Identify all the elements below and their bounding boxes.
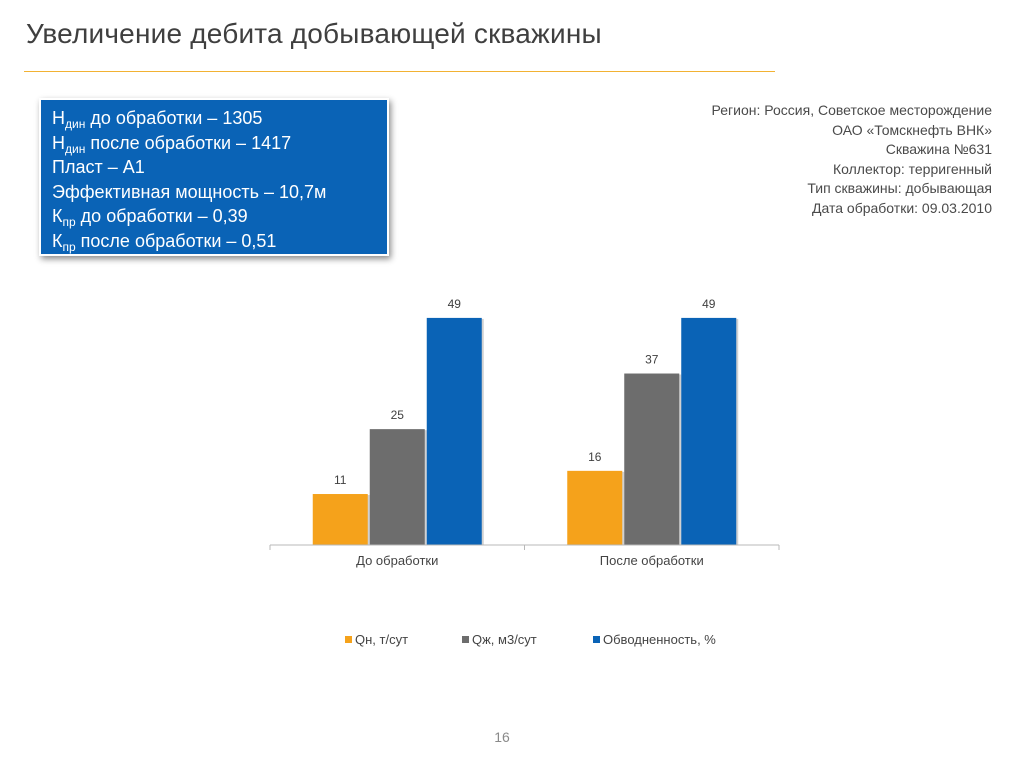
bar-1-3	[426, 317, 482, 545]
meta-collector: Коллектор: терригенный	[832, 160, 992, 177]
info-line-hdyn-after: Ндин после обработки – 1417	[52, 132, 292, 156]
well-parameters-box: Ндин до обработки – 1305 Ндин после обра…	[39, 98, 389, 256]
info-line-kpr-before: Кпр до обработки – 0,39	[52, 206, 248, 229]
meta-company: ОАО «Томскнефть ВНК»	[832, 121, 992, 138]
legend-swatch	[593, 636, 600, 643]
bar-2-2	[624, 373, 680, 545]
legend-label: Qн, т/сут	[355, 632, 409, 647]
info-line-hdyn-before: Ндин до обработки – 1305	[52, 108, 263, 131]
page-number: 16	[494, 729, 510, 745]
bar-1-2	[369, 429, 425, 545]
legend-label: Qж, м3/сут	[472, 632, 537, 647]
slide-title: Увеличение дебита добывающей скважины	[26, 18, 602, 49]
meta-date: Дата обработки: 09.03.2010	[812, 199, 992, 216]
info-line-effective-thickness: Эффективная мощность – 10,7м	[52, 181, 327, 202]
data-label: 37	[645, 353, 659, 367]
data-label: 49	[702, 297, 716, 311]
meta-well: Скважина №631	[885, 141, 992, 157]
legend-label: Обводненность, %	[603, 632, 716, 647]
info-line-kpr-after: Кпр после обработки – 0,51	[52, 230, 277, 254]
data-label: 11	[334, 473, 347, 487]
legend-swatch	[345, 636, 352, 643]
data-label: 49	[448, 297, 462, 311]
chart-bars	[312, 317, 739, 545]
legend-item: Обводненность, %	[593, 632, 716, 647]
meta-well-type: Тип скважины: добывающая	[807, 180, 992, 196]
x-tick-label: После обработки	[600, 553, 704, 568]
bar-2-1	[567, 470, 623, 545]
legend-item: Qж, м3/сут	[462, 632, 537, 647]
data-label: 16	[588, 450, 602, 464]
bar-chart: 11 25 49 До обработки 16 37 49 После обработки	[269, 297, 780, 568]
data-label: 25	[391, 408, 405, 422]
x-tick-label: До обработки	[356, 553, 438, 568]
legend-item: Qн, т/сут	[345, 632, 408, 647]
x-axis-ticks	[269, 545, 780, 550]
info-line-layer: Пласт – А1	[52, 157, 145, 177]
well-metadata: Регион: Россия, Советское месторождение …	[712, 101, 992, 218]
bar-1-1	[312, 494, 368, 545]
chart-labels: 11 25 49 До обработки 16 37 49 После обработки	[334, 297, 716, 568]
title-divider	[24, 71, 775, 72]
bar-2-3	[681, 317, 737, 545]
meta-region: Регион: Россия, Советское месторождение	[711, 102, 992, 118]
legend-swatch	[462, 636, 469, 643]
